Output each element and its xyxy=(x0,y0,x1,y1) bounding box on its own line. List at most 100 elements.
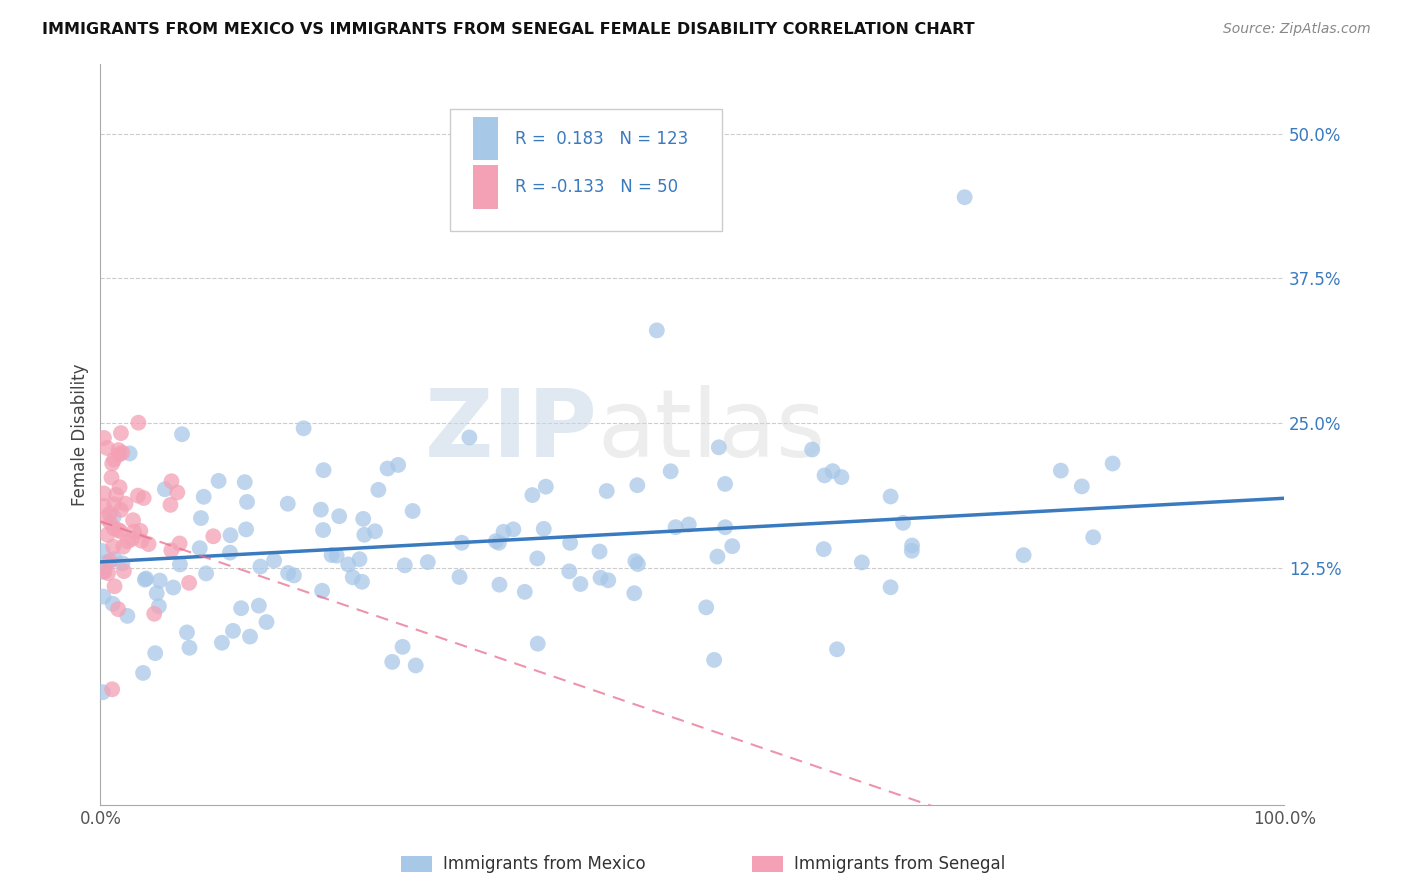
Point xyxy=(103,510,125,524)
Point xyxy=(233,475,256,490)
Point xyxy=(589,571,612,585)
Point xyxy=(179,640,201,655)
Point xyxy=(93,565,115,579)
Point xyxy=(623,586,645,600)
Point xyxy=(377,461,399,475)
Point xyxy=(558,564,581,578)
Point xyxy=(953,190,976,204)
Point xyxy=(485,534,508,549)
Text: Immigrants from Senegal: Immigrants from Senegal xyxy=(794,855,1005,873)
Point xyxy=(108,448,131,462)
Point xyxy=(714,520,737,534)
Point xyxy=(364,524,387,539)
Point xyxy=(659,464,682,478)
Point xyxy=(114,497,136,511)
Point xyxy=(176,625,198,640)
Point xyxy=(129,524,152,538)
Point xyxy=(188,541,211,556)
Point xyxy=(122,513,145,527)
Point xyxy=(101,457,124,471)
Point xyxy=(96,511,118,525)
Point xyxy=(91,565,114,579)
Text: ZIP: ZIP xyxy=(425,384,598,477)
Point xyxy=(108,480,131,494)
Point xyxy=(122,524,145,539)
Point xyxy=(101,597,124,611)
FancyBboxPatch shape xyxy=(474,165,499,209)
Point xyxy=(714,477,737,491)
Point xyxy=(526,551,548,566)
Point xyxy=(879,580,901,594)
Point xyxy=(202,529,225,543)
Point xyxy=(1049,464,1071,478)
Point xyxy=(405,658,427,673)
Y-axis label: Female Disability: Female Disability xyxy=(72,363,89,506)
Point xyxy=(132,491,155,505)
Point xyxy=(513,584,536,599)
Point xyxy=(381,655,404,669)
Point xyxy=(107,443,129,458)
Point xyxy=(112,540,135,554)
Point xyxy=(352,512,374,526)
Point xyxy=(879,490,901,504)
Point xyxy=(239,630,262,644)
Point xyxy=(135,572,157,586)
Point xyxy=(707,440,730,454)
Point xyxy=(624,554,647,568)
Point xyxy=(292,421,315,435)
Point xyxy=(169,536,191,550)
Point xyxy=(121,532,143,546)
Point xyxy=(91,685,114,699)
Point xyxy=(821,464,844,478)
Point xyxy=(93,499,115,513)
Point xyxy=(91,544,114,558)
Point xyxy=(111,557,134,571)
Point xyxy=(1012,548,1035,562)
Point xyxy=(93,590,115,604)
Point xyxy=(394,558,416,573)
Point xyxy=(143,646,166,660)
Point xyxy=(522,488,544,502)
Point xyxy=(277,566,299,580)
Point xyxy=(645,323,668,337)
Point xyxy=(103,521,125,535)
Text: atlas: atlas xyxy=(598,384,825,477)
Point xyxy=(665,520,688,534)
Point xyxy=(353,528,375,542)
Point xyxy=(337,558,360,572)
Point xyxy=(598,574,620,588)
Point xyxy=(249,559,271,574)
Point xyxy=(277,497,299,511)
Point xyxy=(118,446,141,460)
Point xyxy=(103,540,125,554)
Point xyxy=(1083,530,1105,544)
Point xyxy=(148,599,170,614)
Point xyxy=(149,574,172,588)
Point xyxy=(706,549,728,564)
Point xyxy=(458,430,481,444)
Point xyxy=(492,524,515,539)
Point xyxy=(160,543,183,558)
Point xyxy=(256,615,278,629)
Point xyxy=(534,480,557,494)
Point xyxy=(145,586,167,600)
Point xyxy=(193,490,215,504)
Point xyxy=(160,474,183,488)
Point xyxy=(627,557,650,571)
Point xyxy=(901,543,924,558)
Point xyxy=(526,637,548,651)
FancyBboxPatch shape xyxy=(450,109,721,231)
Point xyxy=(112,564,135,578)
Point xyxy=(321,548,343,562)
Point xyxy=(695,600,717,615)
Point xyxy=(96,441,118,455)
Point xyxy=(488,577,510,591)
Point xyxy=(588,544,610,558)
Point xyxy=(94,556,117,570)
Point xyxy=(143,607,166,621)
Point xyxy=(721,539,744,553)
Point xyxy=(97,566,120,581)
Point xyxy=(703,653,725,667)
Point xyxy=(450,535,472,549)
Point xyxy=(312,463,335,477)
